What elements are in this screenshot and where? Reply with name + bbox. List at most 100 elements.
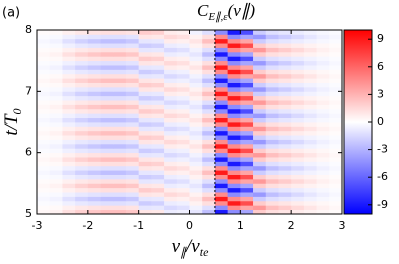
cell [37,178,51,184]
cell [49,56,63,62]
cell [100,183,114,189]
cell [176,165,190,171]
cell [265,73,279,79]
cell [253,82,267,88]
cell [37,205,51,211]
cell [291,174,305,180]
cell [240,152,254,158]
cell [62,43,76,48]
cell [291,69,305,75]
cell [75,82,89,88]
cell [37,148,51,154]
cell [265,43,279,48]
colorbar-tick-label: 6 [377,60,384,73]
cell [125,209,140,215]
cell [189,209,203,215]
cell [125,122,140,127]
cell [164,78,178,83]
cell [202,34,216,40]
cell [62,95,76,101]
cell [329,60,343,66]
cell [278,161,292,167]
cell [37,152,51,158]
cell [253,178,267,184]
cell [75,117,89,123]
cell [87,82,101,88]
cell [291,100,305,105]
cell [329,187,343,193]
cell [316,122,330,127]
cell [214,139,229,145]
cell [151,170,165,175]
cell [75,56,89,62]
cell [278,209,292,215]
cell [227,187,241,193]
cell [151,91,165,97]
cell [291,43,305,48]
cell [49,165,63,171]
cell [278,117,292,123]
cell [202,139,216,145]
cell [138,165,152,171]
cell [75,51,89,57]
cell [202,117,216,123]
cell [87,95,101,101]
cell [49,205,63,211]
cell [303,165,317,171]
cell [253,30,267,35]
cell [138,183,152,189]
cell [329,209,343,215]
cell [113,157,127,162]
cell [291,38,305,44]
cell [265,86,279,92]
cell [87,122,101,127]
cell [100,139,114,145]
cell [75,161,89,167]
cell [202,60,216,66]
cell [62,47,76,53]
cell [87,135,101,140]
cell [253,139,267,145]
cell [113,47,127,53]
cell [87,165,101,171]
cell [291,65,305,70]
cell [75,192,89,197]
cell [303,51,317,57]
cell [316,161,330,167]
cell [214,73,229,79]
cell [138,152,152,158]
cell [202,38,216,44]
cell [164,30,178,35]
cell [75,200,89,206]
cell [227,43,241,48]
cell [87,38,101,44]
cell [49,82,63,88]
cell [37,100,51,105]
cell [214,174,229,180]
cell [240,161,254,167]
cell [316,78,330,83]
cell [189,170,203,175]
cell [303,34,317,40]
cell [37,130,51,136]
cell [176,196,190,202]
cell [151,34,165,40]
cell [138,60,152,66]
cell [214,108,229,114]
cell [125,161,140,167]
cell [37,113,51,119]
cell [189,95,203,101]
cell [227,65,241,70]
cell [113,69,127,75]
cell [151,143,165,149]
cell [329,178,343,184]
cell [265,170,279,175]
cell [125,192,140,197]
cell [164,43,178,48]
cell [176,69,190,75]
cell [265,165,279,171]
cell [37,122,51,127]
cell [151,65,165,70]
cell [278,135,292,140]
cell [253,130,267,136]
